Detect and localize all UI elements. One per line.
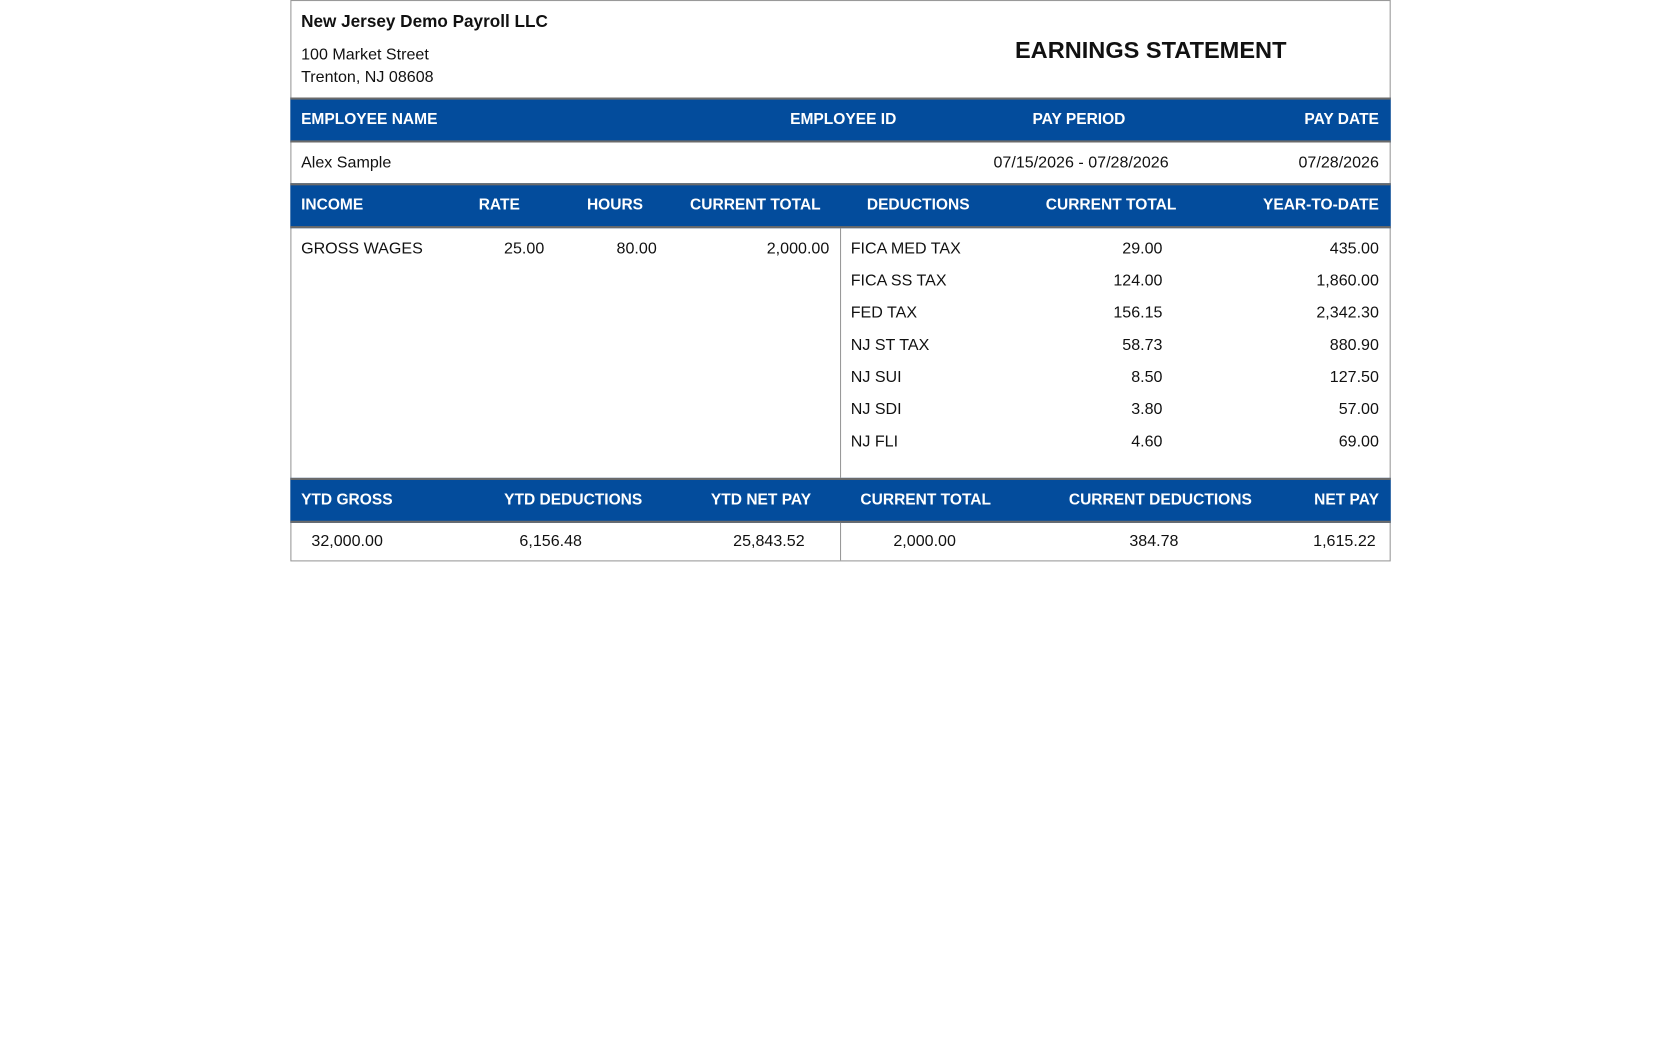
column-header: EMPLOYEE NAME [301, 111, 438, 129]
income-cell: 2,000.00 [766, 239, 830, 258]
pay-date: 07/28/2026 [1298, 153, 1379, 172]
column-header: YTD GROSS [301, 491, 393, 509]
employee-name: Alex Sample [301, 153, 392, 172]
company-name: New Jersey Demo Payroll LLC [301, 12, 548, 32]
summary-value: 6,156.48 [519, 531, 582, 551]
column-header: PAY DATE [1304, 111, 1379, 129]
column-header: YTD DEDUCTIONS [504, 491, 643, 509]
deduction-cell: 58.73 [1122, 335, 1163, 355]
pay-period: 07/15/2026 - 07/28/2026 [993, 153, 1169, 172]
column-header: INCOME [301, 196, 364, 215]
deduction-cell: 2,342.30 [1316, 303, 1379, 322]
column-header: CURRENT TOTAL [1045, 196, 1177, 215]
summary-value: 384.78 [1129, 531, 1179, 551]
deduction-cell: 124.00 [1113, 271, 1163, 290]
header-bar [290, 477, 1391, 523]
column-header: DEDUCTIONS [866, 196, 970, 215]
summary-value: 2,000.00 [893, 531, 956, 551]
deduction-cell: 4.60 [1131, 432, 1163, 451]
deduction-cell: FICA MED TAX [850, 239, 961, 258]
deduction-cell: 57.00 [1338, 400, 1379, 419]
deduction-cell: NJ ST TAX [850, 335, 930, 355]
column-header: YTD NET PAY [710, 491, 812, 509]
deduction-cell: NJ SDI [850, 400, 902, 419]
deduction-cell: 3.80 [1131, 400, 1163, 419]
summary-value: 25,843.52 [733, 531, 805, 551]
deduction-cell: NJ SUI [850, 368, 902, 387]
deduction-cell: 127.50 [1329, 368, 1379, 387]
address-line: 100 Market Street [301, 45, 429, 64]
column-header: PAY PERIOD [1032, 111, 1126, 129]
column-header: CURRENT TOTAL [690, 196, 821, 215]
income-cell: 80.00 [616, 239, 657, 258]
deduction-cell: 156.15 [1113, 303, 1163, 322]
deduction-cell: FED TAX [850, 303, 918, 322]
deduction-cell: 880.90 [1329, 335, 1379, 355]
address-line: Trenton, NJ 08608 [301, 68, 434, 87]
column-header: CURRENT TOTAL [860, 491, 992, 509]
deduction-cell: 8.50 [1131, 368, 1163, 387]
column-header: RATE [478, 196, 520, 215]
column-header: EMPLOYEE ID [790, 111, 897, 129]
deduction-cell: 435.00 [1329, 239, 1379, 258]
deduction-cell: NJ FLI [850, 432, 899, 451]
summary-value: 32,000.00 [311, 531, 383, 551]
column-header: CURRENT DEDUCTIONS [1068, 491, 1252, 509]
column-header: HOURS [586, 196, 644, 215]
column-divider [840, 522, 842, 561]
statement-frame [290, 0, 1391, 562]
income-cell: 25.00 [504, 239, 545, 258]
statement-title: EARNINGS STATEMENT [1014, 36, 1287, 64]
column-divider [840, 228, 842, 478]
header-bar [290, 183, 1391, 229]
summary-value: 1,615.22 [1313, 531, 1376, 551]
column-header: YEAR-TO-DATE [1262, 196, 1379, 215]
deduction-cell: 1,860.00 [1316, 271, 1379, 290]
column-header: NET PAY [1314, 491, 1379, 509]
deduction-cell: 29.00 [1122, 239, 1163, 258]
income-cell: GROSS WAGES [301, 239, 423, 258]
deduction-cell: 69.00 [1338, 432, 1379, 451]
deduction-cell: FICA SS TAX [850, 271, 947, 290]
header-bar [290, 97, 1391, 143]
